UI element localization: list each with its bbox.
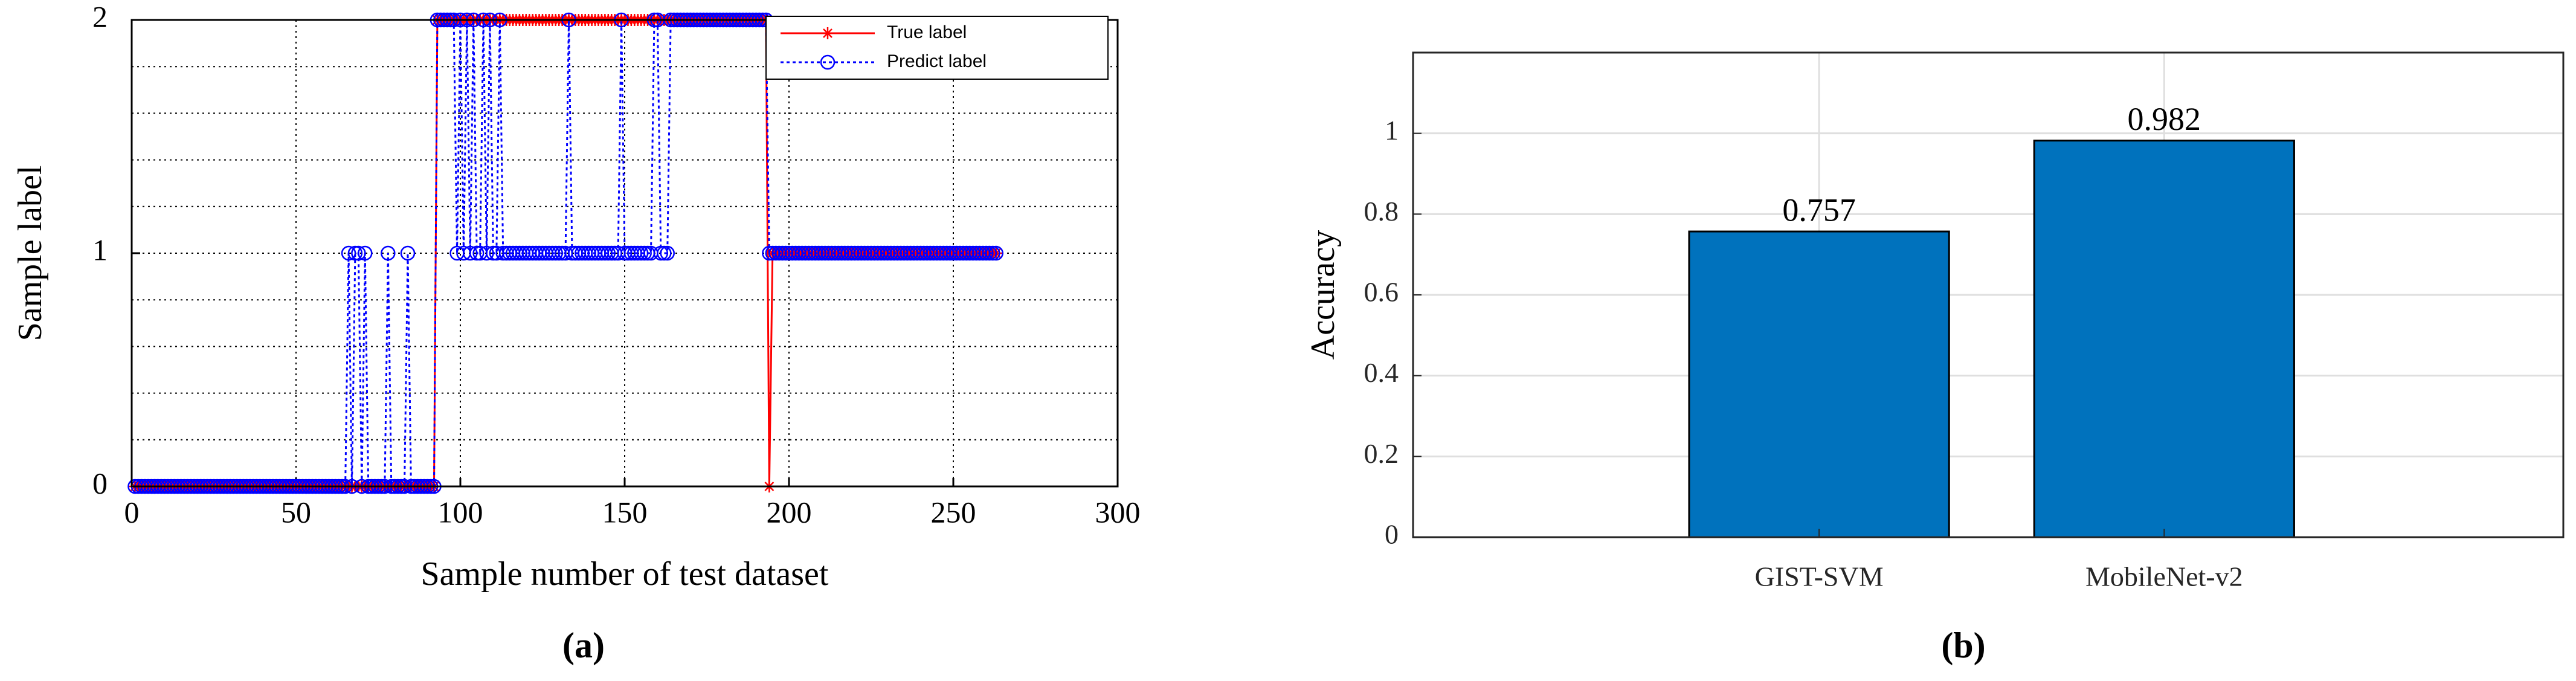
value-label: 0.757 — [1782, 192, 1856, 228]
marker — [347, 245, 363, 261]
y-tick-label: 0.2 — [1364, 438, 1399, 469]
x-tick-label: 100 — [438, 495, 483, 529]
x-tick-label: 0 — [124, 495, 140, 529]
marker — [988, 245, 1003, 261]
marker — [601, 245, 616, 261]
marker — [985, 245, 1000, 261]
value-label: 0.982 — [2128, 101, 2201, 137]
caption: (a) — [562, 625, 605, 665]
y-tick-label: 2 — [92, 0, 108, 33]
x-tick-label: MobileNet-v2 — [2085, 561, 2243, 592]
marker — [637, 245, 652, 261]
marker — [400, 245, 416, 261]
marker — [979, 245, 994, 261]
axes-frame — [130, 19, 1119, 488]
caption: (b) — [1941, 625, 1985, 665]
marker — [463, 245, 478, 261]
x-tick-label: 250 — [931, 495, 976, 529]
bar — [2033, 140, 2295, 538]
marker — [660, 245, 675, 261]
marker — [341, 245, 356, 261]
legend-label: True label — [887, 22, 967, 42]
legend-marker — [822, 27, 834, 39]
marker — [469, 245, 485, 261]
y-tick-label: 0.4 — [1364, 357, 1399, 388]
y-tick-label: 1 — [1385, 115, 1399, 146]
marker — [479, 245, 494, 261]
y-tick-label: 1 — [92, 233, 108, 266]
y-tick-label: 0.8 — [1364, 196, 1399, 227]
x-tick-label: GIST-SVM — [1755, 561, 1884, 592]
y-tick-label: 0 — [92, 466, 108, 500]
marker — [381, 245, 396, 261]
marker — [653, 245, 669, 261]
axes-frame — [1412, 51, 2565, 538]
marker — [982, 245, 997, 261]
y-tick-label: 0 — [1385, 519, 1399, 550]
legend-marker — [820, 54, 836, 70]
y-axis-label: Sample label — [11, 166, 49, 341]
bar — [1688, 230, 1950, 538]
legend-label: Predict label — [887, 51, 987, 71]
y-axis-label: Accuracy — [1304, 230, 1342, 360]
marker — [351, 245, 366, 261]
x-tick-label: 300 — [1095, 495, 1141, 529]
marker — [357, 245, 373, 261]
x-tick-label: 200 — [767, 495, 812, 529]
marker — [657, 245, 672, 261]
x-tick-label: 150 — [602, 495, 648, 529]
x-tick-label: 50 — [281, 495, 311, 529]
legend-box — [765, 16, 1109, 80]
y-tick-label: 0.6 — [1364, 277, 1399, 308]
x-axis-label: Sample number of test dataset — [421, 555, 829, 593]
marker — [633, 245, 649, 261]
marker — [548, 245, 564, 261]
